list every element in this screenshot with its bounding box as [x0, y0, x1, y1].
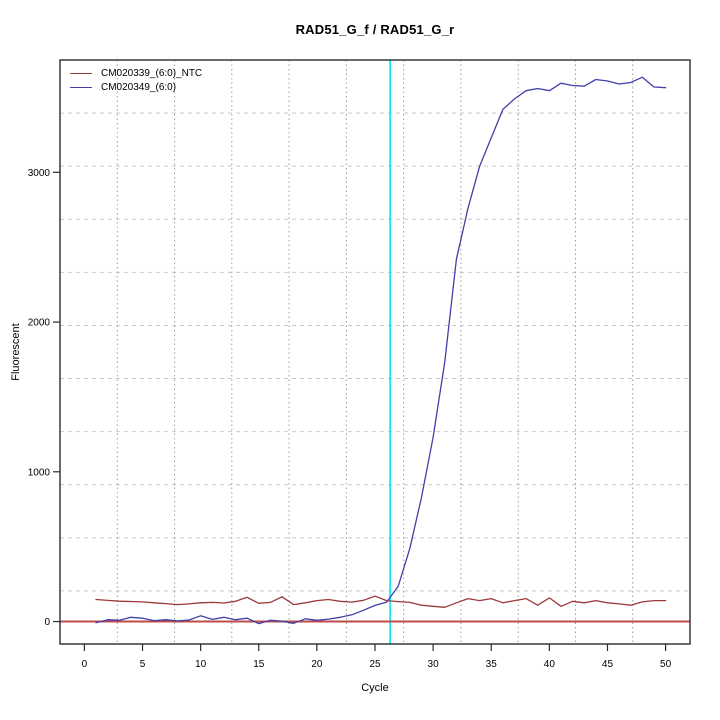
y-tick-label: 3000 — [28, 168, 51, 179]
x-tick-label: 50 — [660, 659, 672, 670]
y-axis-label: Fluorescent — [10, 323, 22, 381]
x-tick-label: 10 — [195, 659, 207, 670]
x-tick-label: 40 — [544, 659, 556, 670]
sample-line-swatch-icon — [70, 86, 92, 88]
y-tick-label: 2000 — [28, 318, 51, 329]
ntc-line-swatch-icon — [70, 72, 92, 74]
x-tick-label: 5 — [140, 659, 146, 670]
legend: CM020339_(6:0)_NTC CM020349_(6:0) — [70, 66, 202, 94]
chart-title: RAD51_G_f / RAD51_G_r — [295, 22, 455, 37]
legend-item-ntc: CM020339_(6:0)_NTC — [70, 66, 202, 80]
x-tick-label: 20 — [311, 659, 323, 670]
x-axis-label: Cycle — [361, 682, 389, 694]
legend-item-sample: CM020349_(6:0) — [70, 80, 202, 94]
legend-label-sample: CM020349_(6:0) — [101, 81, 177, 93]
x-tick-label: 30 — [428, 659, 440, 670]
y-tick-label: 1000 — [28, 467, 51, 478]
x-tick-label: 15 — [253, 659, 265, 670]
legend-label-ntc: CM020339_(6:0)_NTC — [101, 67, 203, 79]
plot-border — [59, 59, 691, 645]
sample-curve — [95, 76, 667, 625]
x-tick-label: 45 — [602, 659, 614, 670]
y-tick-label: 0 — [44, 617, 50, 628]
ntc-curve — [95, 595, 667, 608]
x-tick-label: 35 — [486, 659, 498, 670]
x-tick-label: 0 — [82, 659, 88, 670]
x-tick-label: 25 — [369, 659, 381, 670]
